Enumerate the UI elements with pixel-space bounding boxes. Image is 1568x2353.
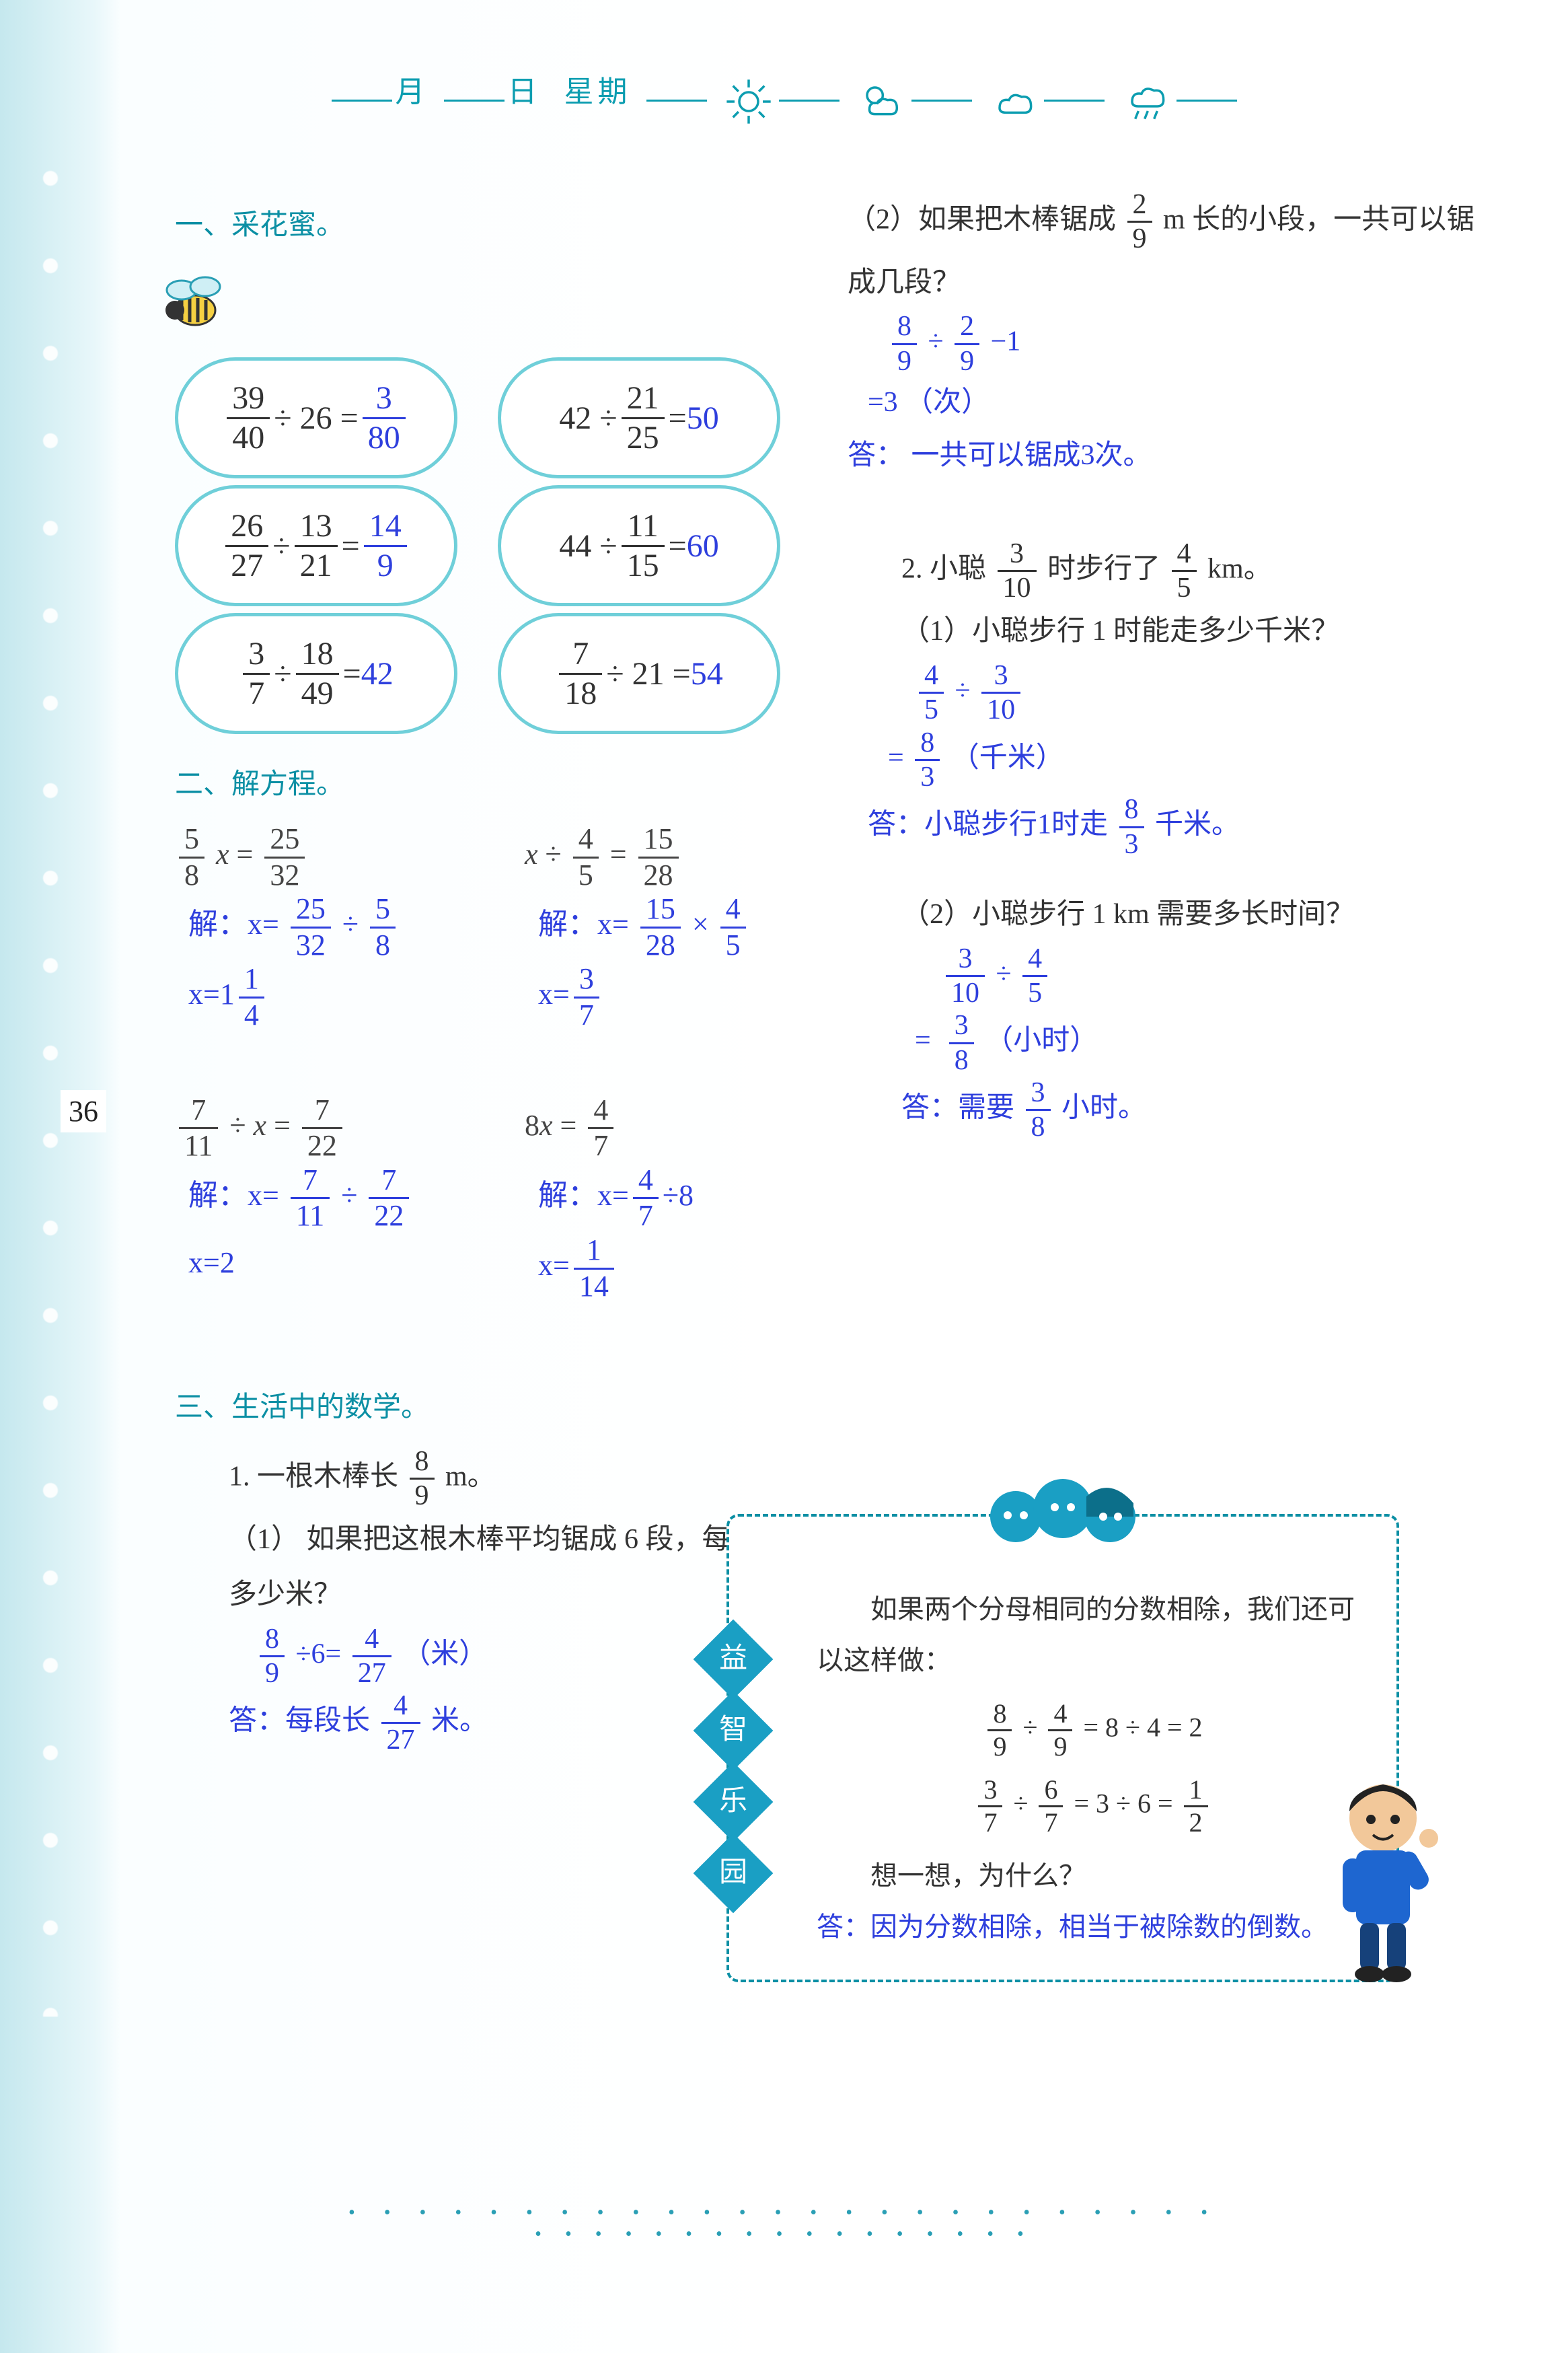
problem-3-1-q2: （2）如果把木棒锯成 29 m 长的小段，一共可以锯成几段？ 89 ÷ 29 −…	[848, 188, 1493, 484]
cloud-grid: 3940 ÷ 26 = 380 42 ÷ 2125 =50 2627 ÷ 132…	[175, 357, 807, 734]
tip-think: 想一想，为什么？	[817, 1850, 1370, 1902]
section1-title: 一、采花蜜。	[175, 202, 807, 243]
cloud-icon	[990, 78, 1037, 112]
section3-title: 三、生活中的数学。	[175, 1384, 807, 1425]
problem-3-1-q1: （1） 如果把这根木棒平均锯成 6 段，每段长多少米？	[229, 1513, 807, 1623]
equation-3: 711 ÷ x = 722 解：x= 711 ÷ 722 x=2	[175, 1093, 444, 1304]
tag-3: 乐	[694, 1762, 774, 1842]
boy-icon	[1316, 1771, 1450, 1986]
right-column: （2）如果把木棒锯成 29 m 长的小段，一共可以锯成几段？ 89 ÷ 29 −…	[848, 175, 1493, 1144]
equation-1: 58 x = 2532 解：x= 2532 ÷ 58 x=114	[175, 822, 444, 1033]
rain-icon	[1123, 78, 1170, 112]
tag-4: 园	[694, 1834, 774, 1914]
cloud-3: 2627 ÷ 1321 = 149	[175, 485, 457, 606]
day-label: 日	[508, 75, 542, 108]
tip-ex1: 89 ÷ 49 = 8 ÷ 4 = 2	[817, 1698, 1370, 1762]
equation-2: x ÷ 45 = 1528 解：x= 1528 × 45 x=37	[525, 822, 794, 1033]
tip-tags: 益 智 乐 园	[705, 1631, 761, 1902]
tip-ex2: 37 ÷ 67 = 3 ÷ 6 = 12	[817, 1774, 1370, 1838]
equation-4: 8x = 47 解：x=47÷8 x=114	[525, 1093, 794, 1304]
problem-3-2-q2: （2）小聪步行 1 km 需要多长时间？	[901, 888, 1493, 943]
problem-3-2: 2. 小聪 310 时步行了 45 km。 （1）小聪步行 1 时能走多少千米？…	[848, 538, 1493, 1144]
suncloud-icon	[858, 78, 905, 112]
tag-1: 益	[694, 1620, 774, 1700]
section2-title: 二、解方程。	[175, 761, 807, 802]
tip-box: 益 智 乐 园 如果两个分母相同的分数相除，我们还可以这样做： 89 ÷ 49 …	[726, 1514, 1399, 1982]
kids-icon	[975, 1463, 1150, 1567]
sun-icon	[725, 78, 772, 112]
cloud-4: 44 ÷ 1115 =60	[498, 485, 780, 606]
left-column: 一、采花蜜。 3940 ÷ 26 = 380 42 ÷ 2125 =50	[175, 175, 807, 1757]
weekday-label: 星期	[564, 75, 632, 108]
bee-icon	[148, 263, 229, 344]
tip-answer: 答：因为分数相除，相当于被除数的倒数。	[817, 1902, 1370, 1953]
month-label: 月	[396, 75, 429, 108]
tag-2: 智	[694, 1691, 774, 1771]
footer-dots: • • • • • • • • • • • • • • • • • • • • …	[0, 2202, 1568, 2245]
cloud-6: 718 ÷ 21 = 54	[498, 613, 780, 734]
cloud-5: 37 ÷ 1849 =42	[175, 613, 457, 734]
date-header: 月 日 星期	[0, 67, 1568, 112]
left-flower-border	[20, 135, 81, 2017]
problem-3-2-q1: （1）小聪步行 1 时能走多少千米？	[901, 604, 1493, 659]
equation-grid: 58 x = 2532 解：x= 2532 ÷ 58 x=114 x ÷ 45 …	[175, 822, 807, 1303]
tip-intro: 如果两个分母相同的分数相除，我们还可以这样做：	[817, 1584, 1370, 1686]
cloud-1: 3940 ÷ 26 = 380	[175, 357, 457, 478]
page-number: 36	[61, 1090, 106, 1132]
cloud-2: 42 ÷ 2125 =50	[498, 357, 780, 478]
